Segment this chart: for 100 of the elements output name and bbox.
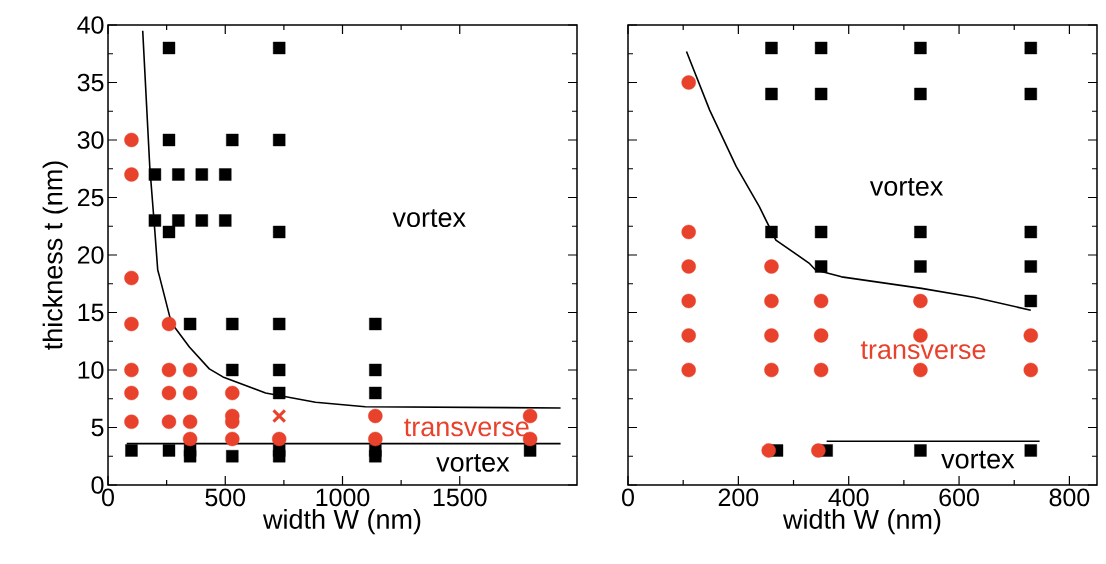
point <box>1024 294 1037 308</box>
point <box>913 362 928 378</box>
y-axis-title: thickness t (nm) <box>42 161 68 350</box>
point <box>148 214 162 227</box>
point <box>195 214 209 227</box>
y-tick-label: 5 <box>91 418 104 437</box>
point <box>272 450 286 463</box>
y-tick-label: 20 <box>77 246 104 264</box>
point <box>183 317 197 331</box>
point <box>1024 444 1037 457</box>
point <box>182 362 198 378</box>
point <box>226 317 239 331</box>
point <box>914 87 927 101</box>
point <box>225 431 240 447</box>
point <box>761 443 776 458</box>
point <box>814 41 828 55</box>
annotation: vortex <box>941 450 1015 469</box>
x-tick-label: 1000 <box>316 488 370 507</box>
x-tick-label: 0 <box>622 488 634 507</box>
point <box>124 385 139 401</box>
point <box>125 444 138 457</box>
point <box>681 328 696 343</box>
point <box>1024 41 1037 55</box>
point <box>681 75 696 90</box>
point <box>1024 87 1037 101</box>
point <box>272 363 286 377</box>
point <box>368 408 383 424</box>
point <box>764 259 779 274</box>
point <box>172 214 185 227</box>
x-tick-label: 400 <box>828 488 869 507</box>
point <box>226 450 239 463</box>
point <box>161 414 177 429</box>
point <box>369 386 382 400</box>
y-tick-label: 25 <box>77 188 104 207</box>
point <box>814 87 828 101</box>
point <box>813 328 829 343</box>
point <box>124 414 139 429</box>
point <box>272 133 286 147</box>
point <box>162 225 176 239</box>
point <box>271 431 287 447</box>
point <box>161 385 177 401</box>
point <box>195 168 209 181</box>
point <box>272 317 286 331</box>
x-tick-label: 600 <box>939 488 979 507</box>
point <box>219 214 232 227</box>
point <box>272 408 287 424</box>
x-tick-label: 500 <box>205 488 246 507</box>
point <box>162 444 176 457</box>
point <box>272 41 286 55</box>
point <box>161 362 177 378</box>
y-tick-label: 0 <box>91 476 104 494</box>
x-tick-label: 200 <box>718 488 759 507</box>
point <box>182 414 198 429</box>
point <box>124 167 139 182</box>
point <box>226 363 239 377</box>
point <box>272 225 286 239</box>
y-tick-label: 10 <box>78 361 104 379</box>
point <box>162 133 176 147</box>
point <box>811 443 826 458</box>
x-tick-label: 1500 <box>433 488 487 507</box>
point <box>124 316 139 332</box>
y-tick-label: 40 <box>77 16 104 34</box>
annotation: vortex <box>436 454 510 472</box>
point <box>681 224 696 240</box>
point <box>368 431 383 447</box>
point <box>764 293 779 309</box>
point <box>914 444 927 457</box>
point <box>369 450 382 463</box>
point <box>764 328 779 343</box>
annotation: transverse <box>860 341 986 360</box>
point <box>369 363 382 377</box>
point <box>1024 260 1037 273</box>
x-axis-title: width W (nm) <box>262 509 421 535</box>
point <box>162 41 176 55</box>
point <box>913 293 928 309</box>
annotation: vortex <box>392 209 466 228</box>
point <box>1023 362 1038 378</box>
x-tick-label: 800 <box>1049 488 1090 507</box>
y-tick-label: 15 <box>78 303 104 322</box>
point <box>124 132 139 148</box>
point <box>182 385 198 401</box>
point <box>369 317 382 331</box>
point <box>183 450 197 463</box>
point <box>765 41 778 55</box>
point <box>914 225 927 239</box>
point <box>225 385 240 401</box>
point <box>681 362 696 378</box>
point <box>182 431 198 447</box>
point <box>764 362 779 378</box>
point <box>1024 225 1037 239</box>
annotation: vortex <box>869 178 944 196</box>
annotation: transverse <box>404 418 529 437</box>
x-axis-title: width W (nm) <box>782 509 941 535</box>
point <box>681 259 696 274</box>
point <box>814 225 828 239</box>
point <box>914 260 927 273</box>
point <box>124 270 139 286</box>
point <box>914 41 927 55</box>
point <box>226 133 239 147</box>
y-tick-label: 30 <box>77 131 104 149</box>
